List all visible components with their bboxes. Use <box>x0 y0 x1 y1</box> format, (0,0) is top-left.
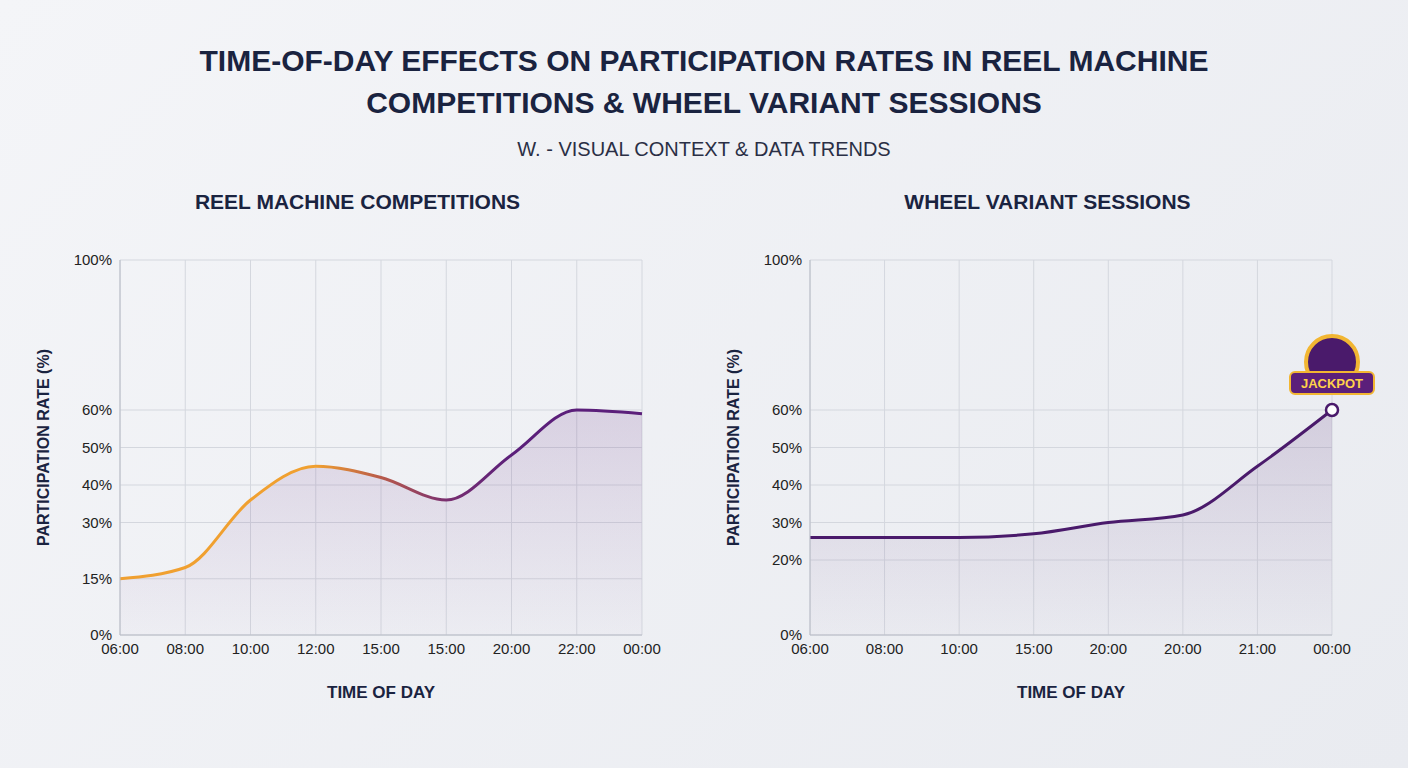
svg-text:30%: 30% <box>82 514 112 531</box>
svg-text:100%: 100% <box>74 251 112 268</box>
svg-text:PARTICIPATION RATE (%): PARTICIPATION RATE (%) <box>35 349 52 546</box>
svg-text:10:00: 10:00 <box>232 640 270 657</box>
svg-text:20:00: 20:00 <box>1090 640 1128 657</box>
svg-text:60%: 60% <box>82 401 112 418</box>
svg-text:15:00: 15:00 <box>362 640 400 657</box>
svg-text:JACKPOT: JACKPOT <box>1301 376 1363 391</box>
svg-text:0%: 0% <box>780 626 802 643</box>
svg-text:40%: 40% <box>772 476 802 493</box>
svg-text:00:00: 00:00 <box>1313 640 1351 657</box>
svg-text:20%: 20% <box>772 551 802 568</box>
svg-text:20:00: 20:00 <box>1164 640 1202 657</box>
svg-text:15%: 15% <box>82 570 112 587</box>
svg-text:06:00: 06:00 <box>791 639 829 657</box>
svg-text:22:00: 22:00 <box>558 640 596 657</box>
svg-text:15:00: 15:00 <box>427 640 465 657</box>
svg-text:0%: 0% <box>90 626 112 643</box>
svg-text:30%: 30% <box>772 514 802 531</box>
svg-text:10:00: 10:00 <box>940 640 978 657</box>
html-text:TIME-OF-DAY EFFECTS ON PARTICI: TIME-OF-DAY EFFECTS ON PARTICIPATION RAT… <box>199 44 1209 119</box>
svg-text:15:00: 15:00 <box>1015 640 1053 657</box>
svg-text:12:00: 12:00 <box>297 640 335 657</box>
html-text:REEL MACHINE COMPETITIONS: REEL MACHINE COMPETITIONS <box>194 190 521 213</box>
svg-text:60%: 60% <box>772 401 802 418</box>
svg-text:08:00: 08:00 <box>866 640 904 657</box>
html-text:W. - VISUAL CONTEXT & DATA TRE: W. - VISUAL CONTEXT & DATA TRENDS <box>517 138 891 160</box>
svg-text:00:00: 00:00 <box>623 640 661 657</box>
svg-text:TIME OF DAY: TIME OF DAY <box>1017 683 1126 702</box>
svg-text:06:00: 06:00 <box>101 639 139 657</box>
svg-text:100%: 100% <box>764 251 802 268</box>
svg-text:50%: 50% <box>772 439 802 456</box>
html-text:WHEEL VARIANT SESSIONS: WHEEL VARIANT SESSIONS <box>904 190 1191 213</box>
svg-text:40%: 40% <box>82 476 112 493</box>
svg-text:PARTICIPATION RATE (%): PARTICIPATION RATE (%) <box>725 349 742 546</box>
svg-text:TIME OF DAY: TIME OF DAY <box>327 683 436 702</box>
svg-text:50%: 50% <box>82 439 112 456</box>
svg-text:08:00: 08:00 <box>166 640 204 657</box>
svg-text:20:00: 20:00 <box>493 640 531 657</box>
svg-text:21:00: 21:00 <box>1239 640 1277 657</box>
